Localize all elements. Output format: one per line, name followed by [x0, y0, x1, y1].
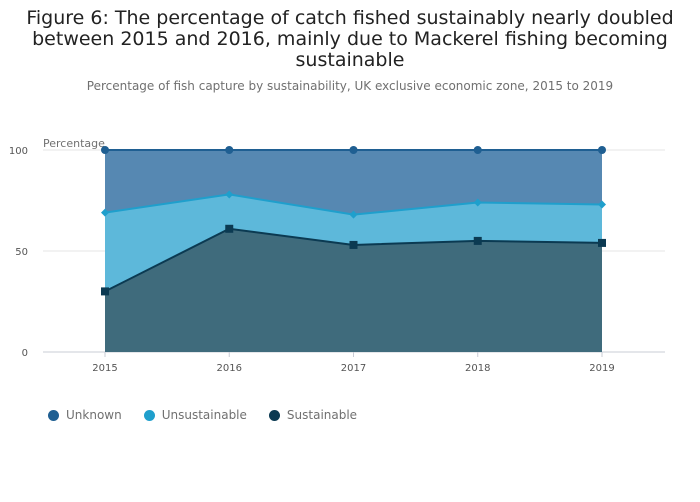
legend-item-unsustainable[interactable]: Unsustainable	[143, 408, 247, 422]
x-tick-label-2015: 2015	[92, 363, 117, 374]
data-point-unsustainable-2016	[225, 190, 234, 199]
data-point-unsustainable-2019	[598, 200, 606, 209]
chart-title-line-3: sustainable	[295, 49, 405, 71]
y-tick-label-100: 100	[9, 146, 28, 157]
legend-label-unsustainable: Unsustainable	[161, 408, 247, 422]
y-tick-label-50: 50	[15, 247, 28, 258]
chart-title: Figure 6: The percentage of catch fished…	[0, 8, 700, 71]
chart-title-line-2: between 2015 and 2016, mainly due to Mac…	[32, 28, 668, 50]
legend-swatch-sustainable	[268, 409, 280, 421]
data-point-unsustainable-2018	[473, 198, 482, 207]
data-point-unsustainable-2015	[101, 208, 109, 217]
x-tick-label-2018: 2018	[465, 363, 490, 374]
data-point-sustainable-2017	[349, 240, 358, 249]
area-sustainable	[105, 228, 602, 352]
data-point-sustainable-2018	[473, 236, 482, 245]
data-point-unknown-2019	[598, 146, 606, 154]
data-point-unknown-2018	[473, 146, 482, 154]
data-point-unsustainable-2017	[349, 210, 358, 219]
legend-item-sustainable[interactable]: Sustainable	[268, 408, 358, 422]
y-axis-title: Percentage	[43, 137, 105, 150]
area-unknown	[105, 150, 602, 215]
data-point-sustainable-2019	[598, 238, 606, 247]
chart-subtitle: Percentage of fish capture by sustainabi…	[86, 79, 614, 93]
data-point-sustainable-2015	[101, 287, 109, 296]
chart-title-line-1: Figure 6: The percentage of catch fished…	[26, 7, 674, 29]
y-tick-label-0: 0	[22, 348, 28, 359]
x-tick-label-2019: 2019	[589, 363, 614, 374]
data-point-unknown-2017	[349, 146, 358, 154]
legend-item-unknown[interactable]: Unknown	[48, 408, 122, 422]
legend-label-sustainable: Sustainable	[286, 408, 358, 422]
legend-label-unknown: Unknown	[66, 408, 122, 422]
legend-swatch-unknown	[48, 409, 59, 421]
x-tick-label-2016: 2016	[217, 363, 242, 374]
chart-legend: Unknown Unsustainable Sustainable	[48, 408, 357, 422]
data-point-unknown-2016	[225, 146, 234, 154]
data-point-unknown-2015	[101, 146, 109, 154]
legend-swatch-unsustainable	[143, 409, 155, 421]
x-tick-label-2017: 2017	[341, 363, 366, 374]
data-point-sustainable-2016	[225, 224, 234, 233]
